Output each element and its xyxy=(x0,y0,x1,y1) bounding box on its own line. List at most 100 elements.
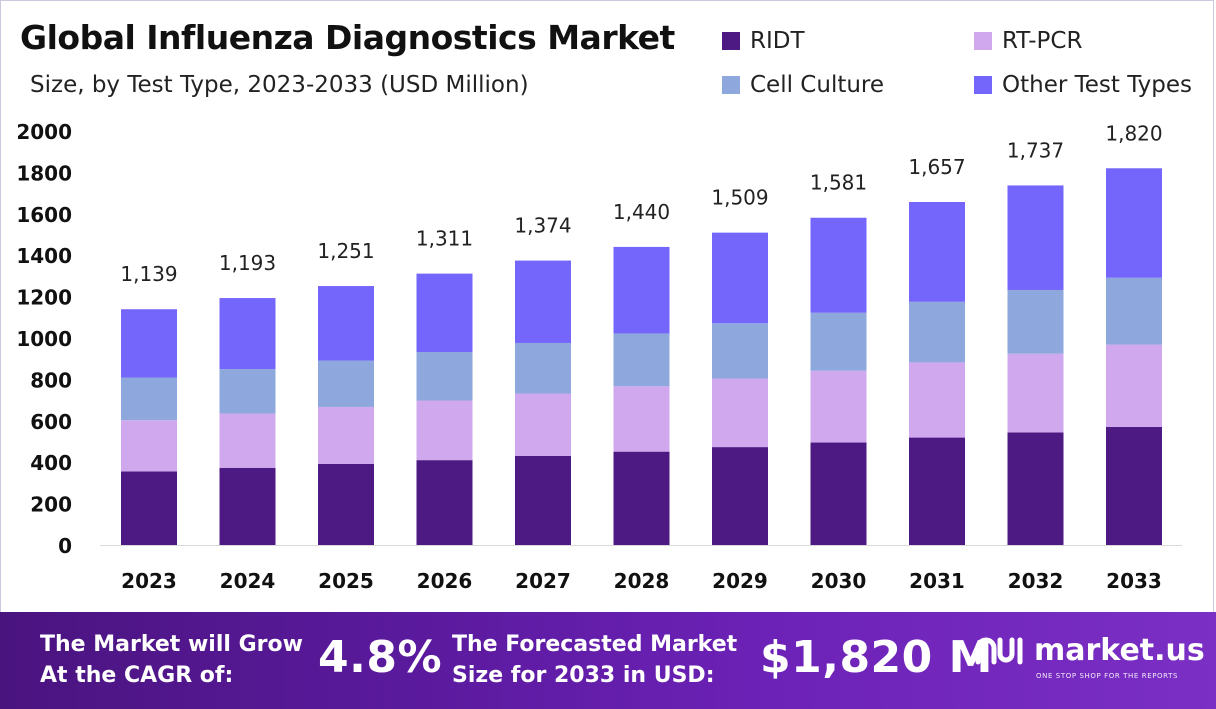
forecast-label-line2: Size for 2033 in USD: xyxy=(452,663,715,688)
bar-segment-other-test-types xyxy=(909,202,965,302)
legend-label-other-test-types: Other Test Types xyxy=(1002,72,1193,98)
bar-segment-other-test-types xyxy=(416,273,473,353)
logo-tagline: ONE STOP SHOP FOR THE REPORTS xyxy=(1036,672,1179,680)
bar-total-label: 1,139 xyxy=(120,262,177,286)
bar-segment-ridt xyxy=(613,451,670,545)
bar-segment-ridt xyxy=(416,460,473,545)
forecast-label: The Forecasted Market Size for 2033 in U… xyxy=(452,629,737,691)
bar-total-label: 1,820 xyxy=(1105,121,1162,145)
bar-total-label: 1,657 xyxy=(908,155,965,179)
legend-swatch-other-test-types xyxy=(974,76,992,94)
bar-segment-cell-culture xyxy=(318,360,374,407)
x-tick-label: 2028 xyxy=(614,569,670,593)
chart-title: Global Influenza Diagnostics Market xyxy=(20,18,675,57)
bar-segment-rt-pcr xyxy=(416,400,473,461)
bar-segment-rt-pcr xyxy=(121,420,177,472)
bar-segment-ridt xyxy=(318,463,374,545)
legend-swatch-cell-culture xyxy=(722,76,740,94)
bar-segment-rt-pcr xyxy=(712,378,768,448)
bar-segment-rt-pcr xyxy=(909,362,965,438)
bar-total-label: 1,251 xyxy=(317,239,374,263)
y-tick-label: 800 xyxy=(30,368,72,392)
y-tick-label: 2000 xyxy=(16,120,72,144)
bar-chart: 0 200 400 600 800 1000 1200 1400 1600 1800 2000 1,1… xyxy=(16,120,1182,593)
y-tick-label: 1800 xyxy=(16,161,72,185)
x-tick-label: 2024 xyxy=(220,569,276,593)
cagr-label-line2: At the CAGR of: xyxy=(40,663,234,688)
bar-segment-ridt xyxy=(121,471,177,545)
legend-label-cell-culture: Cell Culture xyxy=(750,72,885,98)
bar-segment-other-test-types xyxy=(1007,185,1064,290)
bar-total-label: 1,581 xyxy=(810,171,867,195)
y-tick-label: 1600 xyxy=(16,203,72,227)
y-tick-label: 1000 xyxy=(16,327,72,351)
x-tick-label: 2025 xyxy=(318,569,374,593)
bar-segment-ridt xyxy=(909,437,965,545)
legend-item-cell-culture: Cell Culture xyxy=(722,72,884,98)
bar-total-label: 1,440 xyxy=(613,200,670,224)
y-tick-label: 400 xyxy=(30,451,72,475)
cagr-value: 4.8% xyxy=(318,632,443,683)
bar-segment-rt-pcr xyxy=(515,393,571,456)
bar-segment-ridt xyxy=(1007,432,1064,545)
market-us-logo: market.us xyxy=(974,634,1205,668)
bar-segment-rt-pcr xyxy=(810,370,867,443)
y-tick-label: 0 xyxy=(58,534,72,558)
bar-segment-other-test-types xyxy=(810,217,867,313)
bar-segment-other-test-types xyxy=(613,246,670,334)
bar-segment-other-test-types xyxy=(121,309,177,378)
x-tick-label: 2023 xyxy=(121,569,177,593)
bar-segment-rt-pcr xyxy=(1106,344,1162,428)
x-tick-label: 2026 xyxy=(417,569,473,593)
legend-item-ridt: RIDT xyxy=(722,28,805,54)
bar-total-label: 1,311 xyxy=(416,227,473,251)
bar-segment-other-test-types xyxy=(515,260,571,343)
bar-total-label: 1,374 xyxy=(514,214,571,238)
y-tick-label: 1200 xyxy=(16,286,72,310)
bar-segment-rt-pcr xyxy=(318,406,374,464)
bar-segment-cell-culture xyxy=(1007,289,1064,354)
forecast-label-line1: The Forecasted Market xyxy=(452,632,738,657)
bar-segment-cell-culture xyxy=(810,312,867,371)
bar-segment-rt-pcr xyxy=(1007,353,1064,433)
bar-total-label: 1,509 xyxy=(711,186,768,210)
legend-swatch-rt-pcr xyxy=(974,32,992,50)
bar-segment-other-test-types xyxy=(712,232,768,324)
bar-segment-cell-culture xyxy=(613,333,670,387)
legend-item-rt-pcr: RT-PCR xyxy=(974,28,1082,54)
bar-segment-cell-culture xyxy=(416,352,473,401)
bar-segment-cell-culture xyxy=(1106,277,1162,345)
bar-segment-cell-culture xyxy=(712,323,768,379)
bar-segment-ridt xyxy=(515,455,571,545)
x-tick-label: 2033 xyxy=(1106,569,1162,593)
y-tick-label: 1400 xyxy=(16,244,72,268)
bar-segment-other-test-types xyxy=(318,286,374,361)
bar-segment-cell-culture xyxy=(219,369,276,414)
bar-segment-cell-culture xyxy=(121,377,177,421)
logo-text: market.us xyxy=(1034,633,1205,668)
x-tick-label: 2027 xyxy=(515,569,571,593)
bar-segment-rt-pcr xyxy=(219,413,276,468)
bar-segment-ridt xyxy=(712,447,768,545)
bar-segment-ridt xyxy=(219,467,276,545)
legend-label-rt-pcr: RT-PCR xyxy=(1002,28,1083,54)
bar-segment-other-test-types xyxy=(219,298,276,370)
market-us-logo-icon xyxy=(975,637,1023,665)
bar-segment-other-test-types xyxy=(1106,168,1162,278)
bar-total-label: 1,193 xyxy=(219,251,276,275)
legend-swatch-ridt xyxy=(722,32,740,50)
bar-segment-ridt xyxy=(810,442,867,545)
y-tick-label: 200 xyxy=(30,493,72,517)
legend-item-other-test-types: Other Test Types xyxy=(974,72,1192,98)
legend-label-ridt: RIDT xyxy=(750,28,805,54)
x-tick-label: 2032 xyxy=(1008,569,1064,593)
cagr-label-line1: The Market will Grow xyxy=(40,632,303,657)
x-tick-label: 2029 xyxy=(712,569,768,593)
x-tick-label: 2030 xyxy=(811,569,867,593)
bar-segment-ridt xyxy=(1106,427,1162,545)
y-tick-label: 600 xyxy=(30,410,72,434)
chart-subtitle: Size, by Test Type, 2023-2033 (USD Milli… xyxy=(30,72,529,98)
bar-segment-cell-culture xyxy=(909,301,965,363)
cagr-label: The Market will Grow At the CAGR of: xyxy=(40,629,303,691)
bar-segment-rt-pcr xyxy=(613,386,670,452)
